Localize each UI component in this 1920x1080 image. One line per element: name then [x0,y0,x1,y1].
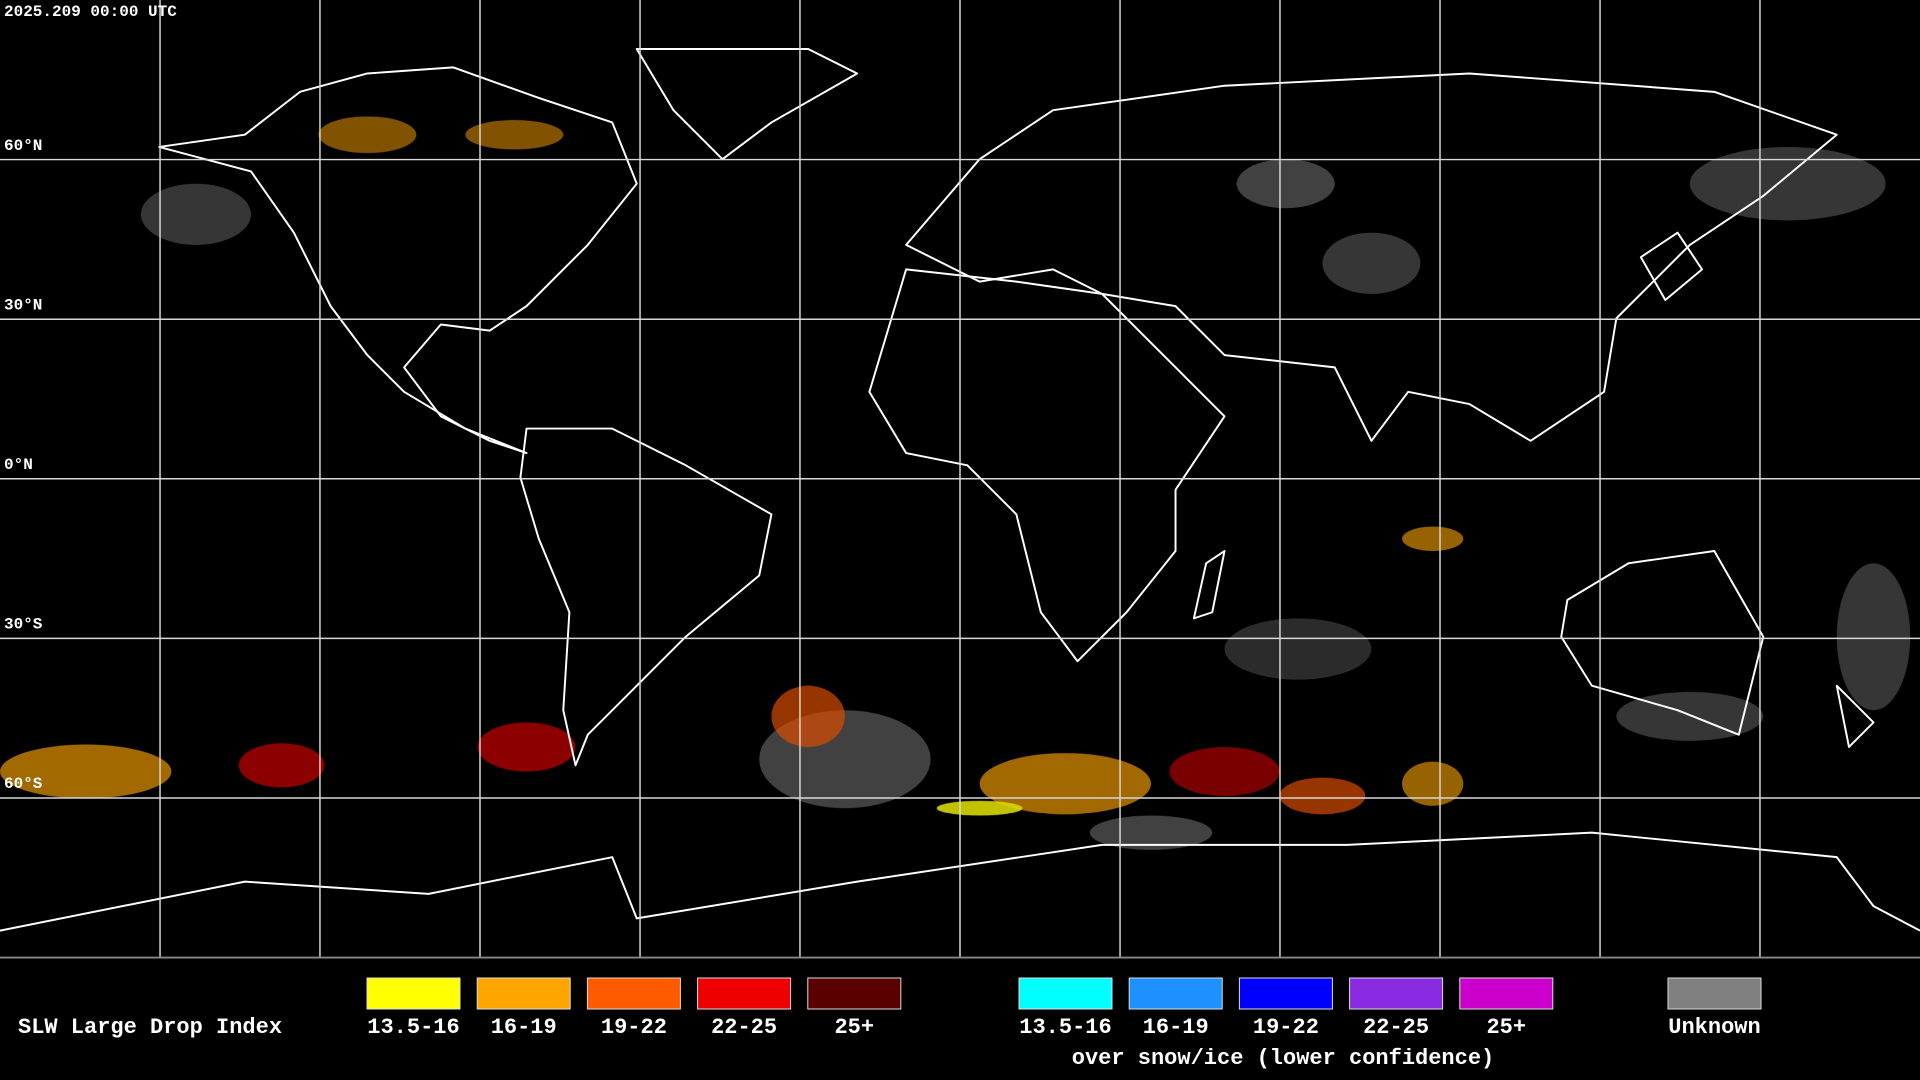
legend-swatch [1459,977,1554,1010]
legend-swatch [1128,977,1223,1010]
legend-swatch [697,977,792,1010]
legend-title: SLW Large Drop Index [18,1015,282,1040]
timestamp: 2025.209 00:00 UTC [4,3,177,21]
legend-swatch [807,977,902,1010]
legend-label: 25+ [1486,1015,1526,1040]
legend: SLW Large Drop Index over snow/ice (lowe… [18,977,1762,1071]
legend-swatch [1238,977,1333,1010]
legend-swatch [366,977,461,1010]
legend-swatch [1018,977,1113,1010]
cloud-fields [0,116,1911,850]
coastlines [0,48,1920,932]
latitude-label: 30°N [4,296,42,314]
legend-swatch [586,977,681,1010]
legend-swatch [1667,977,1762,1010]
legend-label: 19-22 [601,1015,667,1040]
latitude-labels: 60°N 30°N 0°N 30°S 60°S [4,137,43,793]
legend-label: 19-22 [1253,1015,1319,1040]
legend-swatch [476,977,571,1010]
legend-note: over snow/ice (lower confidence) [1072,1046,1494,1071]
latitude-label: 60°N [4,137,42,155]
legend-label: 25+ [834,1015,874,1040]
legend-label: 13.5-16 [367,1015,459,1040]
latitude-label: 30°S [4,616,43,634]
legend-swatch [1349,977,1444,1010]
legend-label: 22-25 [711,1015,777,1040]
legend-label: 16-19 [491,1015,557,1040]
map [0,0,1920,959]
legend-label: 13.5-16 [1019,1015,1111,1040]
legend-label: Unknown [1668,1015,1760,1040]
latitude-label: 60°S [4,775,43,793]
legend-label: 16-19 [1143,1015,1209,1040]
legend-label: 22-25 [1363,1015,1429,1040]
latitude-label: 0°N [4,456,33,474]
graticule [0,0,1920,959]
